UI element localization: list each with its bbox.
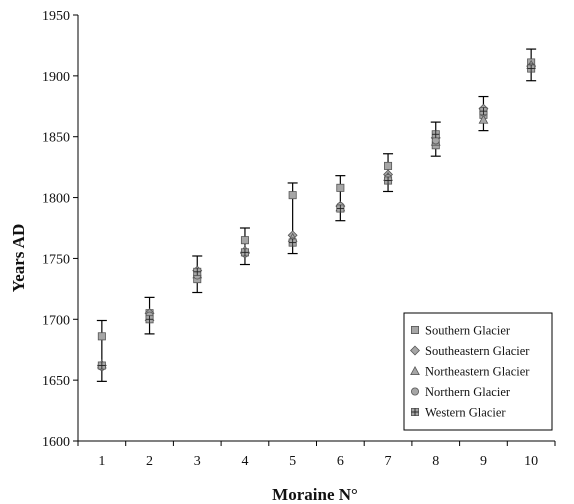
legend-label-northeastern-glacier: Northeastern Glacier	[425, 365, 530, 379]
western-glacier-point	[527, 64, 536, 73]
western-glacier-point	[193, 267, 202, 276]
x-tick-label: 9	[480, 454, 487, 469]
southern-glacier-point	[97, 332, 106, 341]
legend-box	[403, 312, 553, 431]
x-tick-label: 3	[194, 454, 201, 469]
x-tick-label: 6	[337, 454, 344, 469]
x-tick-label: 4	[241, 454, 248, 469]
x-axis-title: Moraine N°	[272, 485, 358, 504]
y-tick-label: 1950	[42, 9, 70, 24]
y-tick-label: 1850	[42, 131, 70, 146]
northeastern-glacier-point	[478, 114, 489, 124]
axes: 1600 1650 1700 1750 1800 1850 1900 1950 1 2 3 4 5 6 7 8…	[42, 9, 556, 469]
y-tick-label: 1700	[42, 313, 70, 328]
x-tick-label: 8	[432, 454, 439, 469]
legend-marker-western-glacier	[410, 407, 419, 416]
x-tick-label: 10	[524, 454, 538, 469]
x-tick-label: 1	[98, 454, 105, 469]
y-tick-label: 1750	[42, 252, 70, 267]
y-tick-label: 1800	[42, 192, 70, 207]
y-tick-label: 1600	[42, 435, 70, 450]
x-tick-label: 5	[289, 454, 296, 469]
data-points	[96, 58, 537, 371]
western-glacier-point	[240, 248, 249, 257]
legend-marker-northeastern-glacier	[410, 365, 420, 376]
western-glacier-point	[288, 238, 297, 247]
legend-marker-northern-glacier	[410, 387, 419, 396]
southern-glacier-point	[384, 161, 393, 170]
legend-label-northern-glacier: Northern Glacier	[425, 385, 511, 399]
southern-glacier-point	[240, 236, 249, 245]
southern-glacier-point	[288, 191, 297, 200]
southern-glacier-point	[336, 183, 345, 192]
x-tick-label: 2	[146, 454, 153, 469]
western-glacier-point	[431, 130, 440, 139]
western-glacier-point	[479, 107, 488, 116]
legend: Southern Glacier Southeastern Glacier Nort…	[403, 312, 553, 431]
x-tick-label: 7	[385, 454, 392, 469]
y-axis-title: Years AD	[9, 224, 28, 292]
legend-label-southeastern-glacier: Southeastern Glacier	[425, 344, 530, 358]
western-glacier-point	[336, 204, 345, 213]
legend-label-southern-glacier: Southern Glacier	[425, 324, 511, 338]
western-glacier-point	[384, 176, 393, 185]
legend-marker-southeastern-glacier	[410, 345, 420, 356]
y-tick-label: 1650	[42, 374, 70, 389]
western-glacier-point	[145, 315, 154, 324]
legend-marker-southern-glacier	[410, 325, 419, 334]
y-tick-label: 1900	[42, 70, 70, 85]
legend-label-western-glacier: Western Glacier	[425, 406, 506, 420]
western-glacier-point	[97, 361, 106, 370]
